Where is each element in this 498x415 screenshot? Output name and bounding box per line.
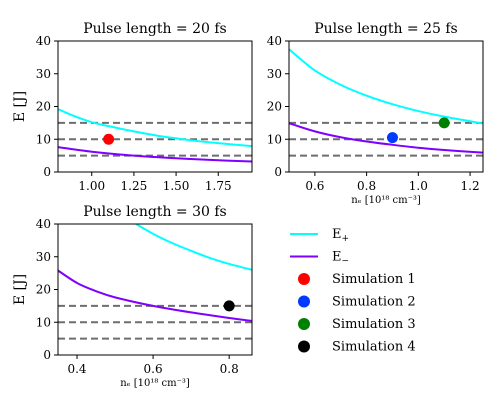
y-axis-label: E [J] bbox=[12, 274, 28, 305]
x-tick-label: 1.25 bbox=[121, 179, 148, 193]
axes-frame bbox=[288, 40, 484, 173]
axes-frame bbox=[57, 223, 253, 356]
x-tick-label: 1.00 bbox=[78, 179, 105, 193]
legend-marker-swatch bbox=[298, 340, 310, 353]
marker-simulation-4 bbox=[223, 300, 235, 312]
y-tick-label: 30 bbox=[36, 67, 51, 81]
panel-title: Pulse length = 25 fs bbox=[314, 21, 457, 37]
y-tick-label: 30 bbox=[267, 67, 282, 81]
y-tick-label: 0 bbox=[43, 348, 51, 362]
legend-label: Simulation 2 bbox=[332, 295, 416, 310]
series-line-e-plus bbox=[289, 48, 483, 125]
x-tick-label: 1.75 bbox=[205, 179, 232, 193]
legend-label: E− bbox=[332, 250, 349, 267]
y-tick-label: 20 bbox=[267, 100, 282, 114]
x-tick-label: 0.8 bbox=[220, 362, 239, 376]
y-tick-label: 40 bbox=[36, 217, 51, 231]
marker-simulation-2 bbox=[386, 132, 398, 144]
y-tick-label: 30 bbox=[36, 250, 51, 264]
series-line-e-minus bbox=[58, 269, 252, 322]
legend-item-e-minus: E− bbox=[290, 250, 349, 267]
series-line-e-plus bbox=[135, 224, 252, 271]
x-tick-label: 0.6 bbox=[305, 179, 324, 193]
x-axis-label: nₑ [10¹⁸ cm⁻³] bbox=[351, 195, 421, 206]
marker-simulation-1 bbox=[103, 133, 115, 145]
y-tick-label: 20 bbox=[36, 283, 51, 297]
legend-label: Simulation 3 bbox=[332, 317, 416, 332]
legend-label: Simulation 4 bbox=[332, 340, 416, 355]
x-tick-label: 1.50 bbox=[163, 179, 190, 193]
series-line-e-minus bbox=[58, 146, 252, 163]
legend-item-simulation-4: Simulation 4 bbox=[298, 340, 416, 355]
y-tick-label: 10 bbox=[267, 132, 282, 146]
x-tick-label: 0.8 bbox=[357, 179, 376, 193]
y-tick-label: 10 bbox=[36, 315, 51, 329]
legend-item-simulation-3: Simulation 3 bbox=[298, 317, 416, 332]
plot-area bbox=[58, 224, 252, 340]
plot-area bbox=[58, 108, 252, 163]
x-tick-label: 0.4 bbox=[67, 362, 86, 376]
panel-title: Pulse length = 20 fs bbox=[83, 21, 226, 37]
panel-pulse-30fs: 0 10 20 30 40 0.4 0.6 0.8 Pulse length = 30 fs nₑ… bbox=[12, 204, 253, 389]
legend-label: Simulation 1 bbox=[332, 272, 416, 287]
y-tick-label: 40 bbox=[36, 34, 51, 48]
legend-item-e-plus: E+ bbox=[290, 227, 349, 244]
series-line-e-plus bbox=[58, 108, 252, 148]
legend-marker-swatch bbox=[298, 295, 310, 308]
x-tick-label: 0.6 bbox=[144, 362, 163, 376]
panel-pulse-25fs: 0 10 20 30 40 0.6 0.8 1.0 1.2 Pulse length = 25 f… bbox=[267, 21, 484, 206]
panel-pulse-20fs: 0 10 20 30 40 1.00 1.25 1.50 1.75 Pulse length = … bbox=[12, 21, 253, 193]
x-tick-label: 1.0 bbox=[409, 179, 428, 193]
axes-frame bbox=[57, 40, 253, 173]
series-line-e-minus bbox=[289, 122, 483, 154]
legend-item-simulation-1: Simulation 1 bbox=[298, 272, 416, 287]
y-tick-label: 40 bbox=[267, 34, 282, 48]
x-tick-label: 1.2 bbox=[461, 179, 480, 193]
y-axis-label: E [J] bbox=[12, 91, 28, 122]
marker-simulation-3 bbox=[438, 117, 450, 129]
y-tick-label: 0 bbox=[43, 165, 51, 179]
legend: E+ E− Simulation 1 Simulation 2 Simulation 3… bbox=[290, 227, 416, 355]
legend-marker-swatch bbox=[298, 273, 310, 285]
y-tick-label: 20 bbox=[36, 100, 51, 114]
panel-title: Pulse length = 30 fs bbox=[83, 204, 226, 220]
y-tick-label: 10 bbox=[36, 132, 51, 146]
legend-item-simulation-2: Simulation 2 bbox=[298, 295, 416, 310]
y-tick-label: 0 bbox=[274, 165, 282, 179]
legend-marker-swatch bbox=[298, 318, 310, 330]
plot-area bbox=[289, 48, 483, 157]
legend-label: E+ bbox=[332, 227, 349, 244]
x-axis-label: nₑ [10¹⁸ cm⁻³] bbox=[120, 378, 190, 389]
